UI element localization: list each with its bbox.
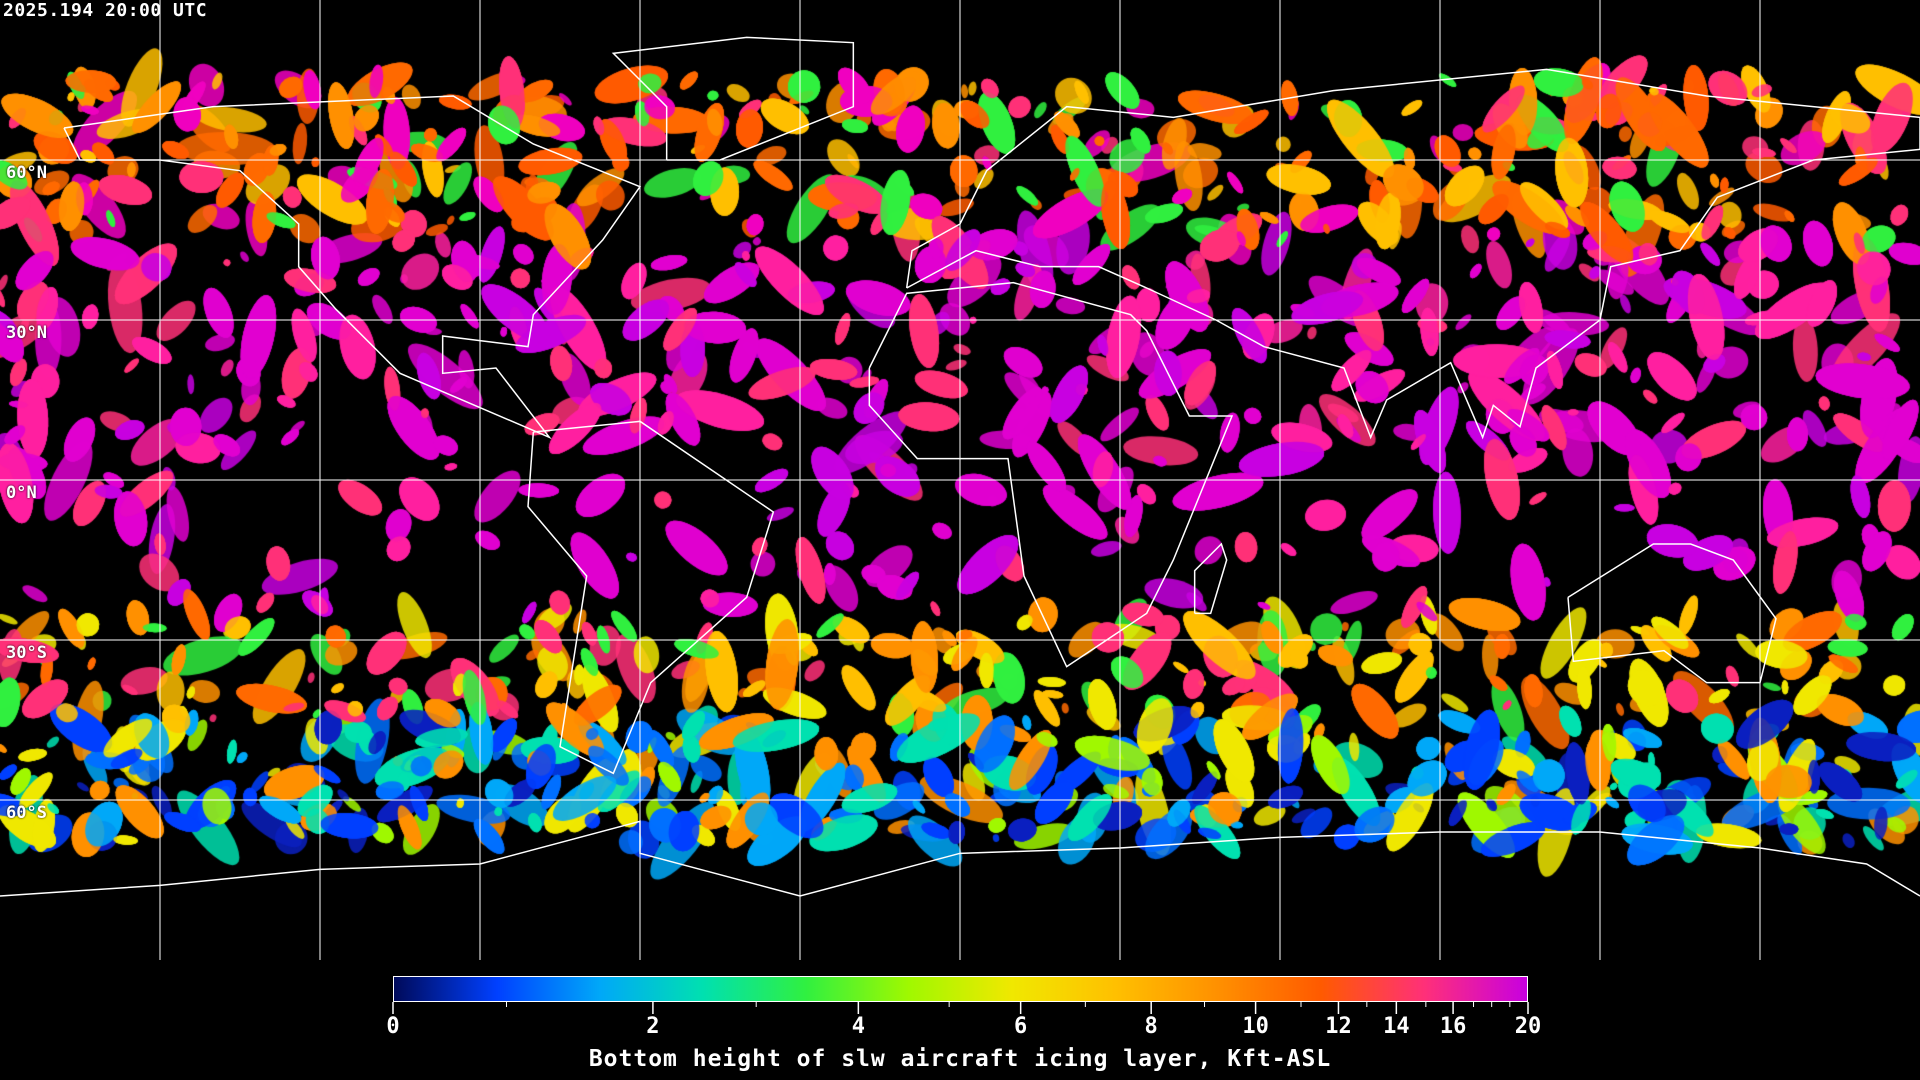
lat-label-30s: 30°S <box>6 643 47 663</box>
coastline-madagascar <box>1193 542 1228 615</box>
colorbar-title: Bottom height of slw aircraft icing laye… <box>588 1046 1332 1072</box>
colorbar-tick-label: 8 <box>1144 1014 1158 1039</box>
graticule <box>0 0 1920 960</box>
timestamp: 2025.194 20:00 UTC <box>3 0 208 21</box>
coastline-australia <box>1567 543 1777 684</box>
colorbar-ticks <box>392 1002 1529 1014</box>
lat-label-60n: 60°N <box>6 163 47 183</box>
map-overlay <box>0 0 1920 960</box>
colorbar-tick-label: 0 <box>386 1014 400 1039</box>
colorbar-tick-label: 6 <box>1014 1014 1028 1039</box>
coastline-north-america <box>63 95 642 440</box>
coastline-africa <box>868 281 1234 668</box>
lat-label-60s: 60°S <box>6 803 47 823</box>
colorbar-tick-label: 14 <box>1383 1014 1410 1039</box>
colorbar <box>393 976 1528 1002</box>
map-panel: 2025.194 20:00 UTC 60°N 30°N 0°N 30°S 60… <box>0 0 1920 960</box>
coastline-south-america <box>527 420 775 775</box>
colorbar-tick-label: 16 <box>1439 1014 1467 1039</box>
lat-label-0n: 0°N <box>6 483 37 503</box>
colorbar-tick-label: 4 <box>851 1014 865 1039</box>
colorbar-tick-label: 20 <box>1514 1014 1542 1039</box>
coastline-greenland <box>611 36 855 161</box>
colorbar-tick-label: 2 <box>646 1014 660 1039</box>
colorbar-tick-label: 12 <box>1325 1014 1352 1039</box>
colorbar-tick-label: 10 <box>1242 1014 1269 1039</box>
coastline-eurasia <box>905 68 1920 440</box>
lat-label-30n: 30°N <box>6 323 47 343</box>
